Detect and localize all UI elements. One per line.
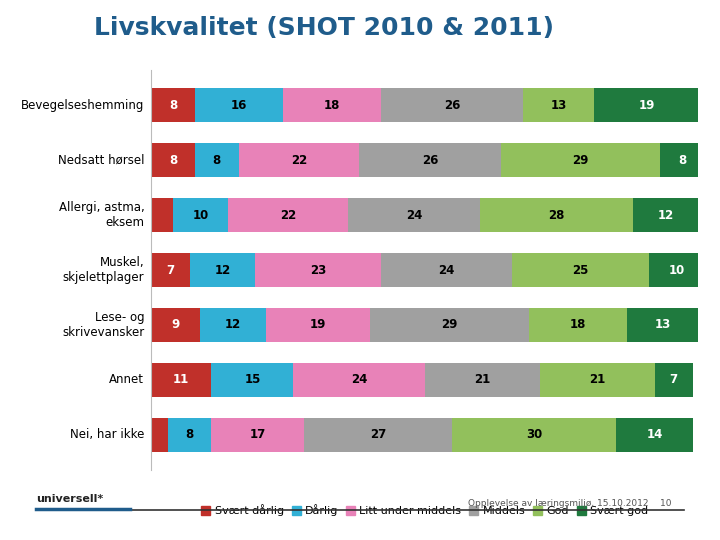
Text: 12: 12: [215, 264, 230, 276]
Bar: [212, 363, 294, 397]
Text: 21: 21: [474, 373, 490, 386]
Bar: [370, 308, 528, 342]
Text: 28: 28: [548, 208, 564, 221]
Text: 7: 7: [670, 373, 678, 386]
Bar: [480, 198, 633, 232]
Bar: [255, 253, 381, 287]
Text: 10: 10: [668, 264, 685, 276]
Bar: [381, 253, 513, 287]
Text: 29: 29: [441, 319, 458, 332]
Bar: [649, 253, 704, 287]
Bar: [294, 363, 425, 397]
Text: 8: 8: [212, 154, 221, 167]
Text: 30: 30: [526, 428, 542, 441]
Text: 23: 23: [310, 264, 326, 276]
Bar: [195, 143, 239, 177]
Text: 12: 12: [657, 208, 674, 221]
Bar: [528, 308, 627, 342]
Bar: [173, 198, 228, 232]
Bar: [168, 417, 212, 451]
Bar: [452, 417, 616, 451]
Text: 14: 14: [647, 428, 663, 441]
Text: 15: 15: [244, 373, 261, 386]
Bar: [195, 89, 282, 123]
Bar: [200, 308, 266, 342]
Bar: [282, 89, 381, 123]
Text: 12: 12: [225, 319, 241, 332]
Legend: Svært dårlig, Dårlig, Litt under middels, Middels, God, Svært god: Svært dårlig, Dårlig, Litt under middels…: [202, 504, 648, 516]
Text: 9: 9: [171, 319, 180, 332]
Bar: [151, 363, 212, 397]
Text: 8: 8: [169, 154, 177, 167]
Bar: [633, 198, 698, 232]
Bar: [151, 308, 200, 342]
Bar: [189, 253, 255, 287]
Text: 21: 21: [589, 373, 606, 386]
Text: 18: 18: [323, 99, 340, 112]
Text: 22: 22: [291, 154, 307, 167]
Text: 8: 8: [185, 428, 194, 441]
Text: 19: 19: [638, 99, 654, 112]
Bar: [501, 143, 660, 177]
Text: Livskvalitet (SHOT 2010 & 2011): Livskvalitet (SHOT 2010 & 2011): [94, 16, 554, 40]
Bar: [228, 198, 348, 232]
Bar: [616, 417, 693, 451]
Bar: [348, 198, 480, 232]
Bar: [266, 308, 370, 342]
Text: 18: 18: [570, 319, 586, 332]
Bar: [660, 143, 704, 177]
Text: 8: 8: [169, 99, 177, 112]
Text: 10: 10: [192, 208, 209, 221]
Text: 24: 24: [351, 373, 367, 386]
Text: 22: 22: [280, 208, 296, 221]
Bar: [151, 143, 195, 177]
Text: Opplevelse av læringsmiljø, 15.10.2012    10: Opplevelse av læringsmiljø, 15.10.2012 1…: [468, 498, 672, 508]
Text: 19: 19: [310, 319, 326, 332]
Bar: [513, 253, 649, 287]
Bar: [627, 308, 698, 342]
Text: 11: 11: [174, 373, 189, 386]
Bar: [359, 143, 501, 177]
Bar: [381, 89, 523, 123]
Text: 13: 13: [654, 319, 671, 332]
Text: 26: 26: [422, 154, 438, 167]
Bar: [151, 89, 195, 123]
Text: 29: 29: [572, 154, 589, 167]
Bar: [151, 253, 189, 287]
Text: 25: 25: [572, 264, 589, 276]
Text: 8: 8: [678, 154, 686, 167]
Text: 24: 24: [405, 208, 422, 221]
Bar: [212, 417, 305, 451]
Bar: [523, 89, 595, 123]
Bar: [239, 143, 359, 177]
Text: 13: 13: [551, 99, 567, 112]
Bar: [305, 417, 452, 451]
Text: 7: 7: [166, 264, 174, 276]
Text: 24: 24: [438, 264, 455, 276]
Bar: [540, 363, 654, 397]
Bar: [425, 363, 540, 397]
Text: 17: 17: [250, 428, 266, 441]
Bar: [654, 363, 693, 397]
Text: 27: 27: [370, 428, 387, 441]
Bar: [595, 89, 698, 123]
Text: 16: 16: [230, 99, 247, 112]
Bar: [151, 417, 168, 451]
Bar: [151, 198, 173, 232]
Text: universell*: universell*: [36, 494, 103, 504]
Text: 26: 26: [444, 99, 460, 112]
